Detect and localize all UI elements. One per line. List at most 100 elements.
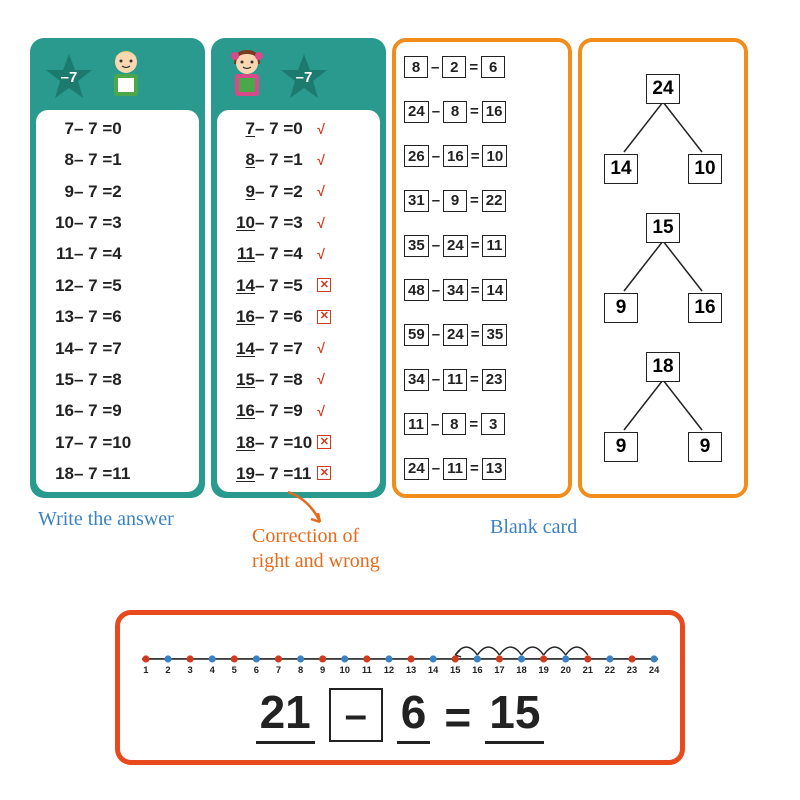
check-icon: √: [317, 372, 325, 386]
blank-equation-row: 11–8=3: [404, 413, 560, 435]
blank-equation-row: 59–24=35: [404, 324, 560, 346]
result-box: 6: [481, 56, 505, 78]
blank-equation-row: 48–34=14: [404, 279, 560, 301]
number-line-card: 123456789101112131415161718192021222324 …: [115, 610, 685, 765]
operand-box: 16: [443, 145, 468, 167]
equation-row: 14 – 7 = 7: [50, 340, 199, 357]
bond-left: 9: [604, 432, 638, 462]
equation-row: 18 – 7 = 11: [50, 465, 199, 482]
bond-left: 9: [604, 293, 638, 323]
svg-text:12: 12: [384, 664, 394, 675]
svg-text:2: 2: [165, 664, 170, 675]
operand-box: 24: [404, 101, 429, 123]
nl-operator-box: –: [329, 688, 383, 742]
result-box: 23: [482, 369, 507, 391]
equation-row: 7 – 7 = 0: [50, 120, 199, 137]
equation-row: 19 – 7 = 11✕: [231, 465, 380, 482]
svg-text:15: 15: [450, 664, 460, 675]
equation-row: 18 – 7 = 10✕: [231, 434, 380, 451]
svg-text:17: 17: [494, 664, 504, 675]
answer-equation-list: 7 – 7 = 08 – 7 = 19 – 7 = 210 – 7 = 311 …: [36, 110, 199, 492]
result-box: 3: [481, 413, 505, 435]
blank-equation-row: 34–11=23: [404, 369, 560, 391]
svg-text:4: 4: [210, 664, 216, 675]
operand-box: 8: [404, 56, 428, 78]
blank-equation-list: 8–2=624–8=1626–16=1031–9=2235–24=1148–34…: [404, 56, 560, 480]
operand-box: 9: [443, 190, 467, 212]
svg-text:21: 21: [583, 664, 593, 675]
operand-box: 24: [404, 458, 429, 480]
svg-text:8: 8: [298, 664, 303, 675]
equation-row: 16 – 7 = 6✕: [231, 308, 380, 325]
svg-text:22: 22: [605, 664, 615, 675]
equation-row: 13 – 7 = 6: [50, 308, 199, 325]
svg-text:20: 20: [560, 664, 570, 675]
equation-row: 9 – 7 = 2√: [231, 183, 380, 200]
equation-row: 8 – 7 = 1: [50, 151, 199, 168]
check-icon: √: [317, 341, 325, 355]
check-icon: √: [317, 153, 325, 167]
svg-text:10: 10: [340, 664, 350, 675]
answer-card-header: –7: [36, 44, 199, 110]
nl-equals: =: [444, 690, 471, 744]
svg-text:13: 13: [406, 664, 416, 675]
result-box: 22: [482, 190, 507, 212]
top-card-row: –7 7 – 7 = 08 – 7 = 19 – 7 = 210 – 7 = 3…: [30, 38, 748, 498]
operand-box: 34: [404, 369, 429, 391]
cross-icon: ✕: [317, 466, 331, 480]
operand-box: 59: [404, 324, 429, 346]
result-box: 11: [482, 235, 506, 257]
equation-row: 11 – 7 = 4√: [231, 245, 380, 262]
result-box: 16: [482, 101, 507, 123]
operand-box: 8: [442, 413, 466, 435]
svg-text:16: 16: [472, 664, 482, 675]
check-icon: √: [317, 122, 325, 136]
svg-text:23: 23: [627, 664, 637, 675]
number-bond: 1899: [598, 352, 728, 462]
bond-lines-icon: [598, 102, 728, 156]
bond-top: 18: [646, 352, 680, 382]
svg-text:1: 1: [143, 664, 148, 675]
equation-row: 15 – 7 = 8: [50, 371, 199, 388]
bond-lines-icon: [598, 380, 728, 434]
check-icon: √: [317, 247, 325, 261]
star-badge: –7: [44, 52, 94, 102]
result-box: 10: [482, 145, 507, 167]
svg-text:3: 3: [187, 664, 192, 675]
correction-card-header: –7: [217, 44, 380, 110]
equation-row: 14 – 7 = 5✕: [231, 277, 380, 294]
operand-box: 48: [404, 279, 429, 301]
svg-text:5: 5: [232, 664, 237, 675]
kid-girl-icon: [221, 48, 273, 106]
nl-operand-a: 21: [256, 685, 315, 744]
caption-blank: Blank card: [490, 516, 577, 539]
equation-row: 11 – 7 = 4: [50, 245, 199, 262]
operand-box: 24: [443, 324, 468, 346]
equation-row: 14 – 7 = 7√: [231, 340, 380, 357]
operand-box: 35: [404, 235, 429, 257]
blank-equation-row: 8–2=6: [404, 56, 560, 78]
number-bond: 241410: [598, 74, 728, 184]
bond-left: 14: [604, 154, 638, 184]
svg-text:18: 18: [516, 664, 526, 675]
operand-box: 11: [443, 369, 467, 391]
cross-icon: ✕: [317, 278, 331, 292]
bond-right: 16: [688, 293, 722, 323]
check-icon: √: [317, 216, 325, 230]
operand-box: 11: [404, 413, 428, 435]
operand-box: 24: [443, 235, 468, 257]
equation-row: 15 – 7 = 8√: [231, 371, 380, 388]
svg-text:9: 9: [320, 664, 325, 675]
blank-equation-row: 26–16=10: [404, 145, 560, 167]
check-icon: √: [317, 404, 325, 418]
equation-row: 16 – 7 = 9√: [231, 402, 380, 419]
nl-result: 15: [485, 685, 544, 744]
operand-box: 34: [443, 279, 468, 301]
equation-row: 17 – 7 = 10: [50, 434, 199, 451]
svg-text:24: 24: [649, 664, 660, 675]
correction-card: –7 7 – 7 = 0√8 – 7 = 1√9 – 7 = 2√10 – 7 …: [211, 38, 386, 498]
cross-icon: ✕: [317, 435, 331, 449]
equation-row: 8 – 7 = 1√: [231, 151, 380, 168]
svg-text:19: 19: [538, 664, 548, 675]
operand-box: 31: [404, 190, 429, 212]
